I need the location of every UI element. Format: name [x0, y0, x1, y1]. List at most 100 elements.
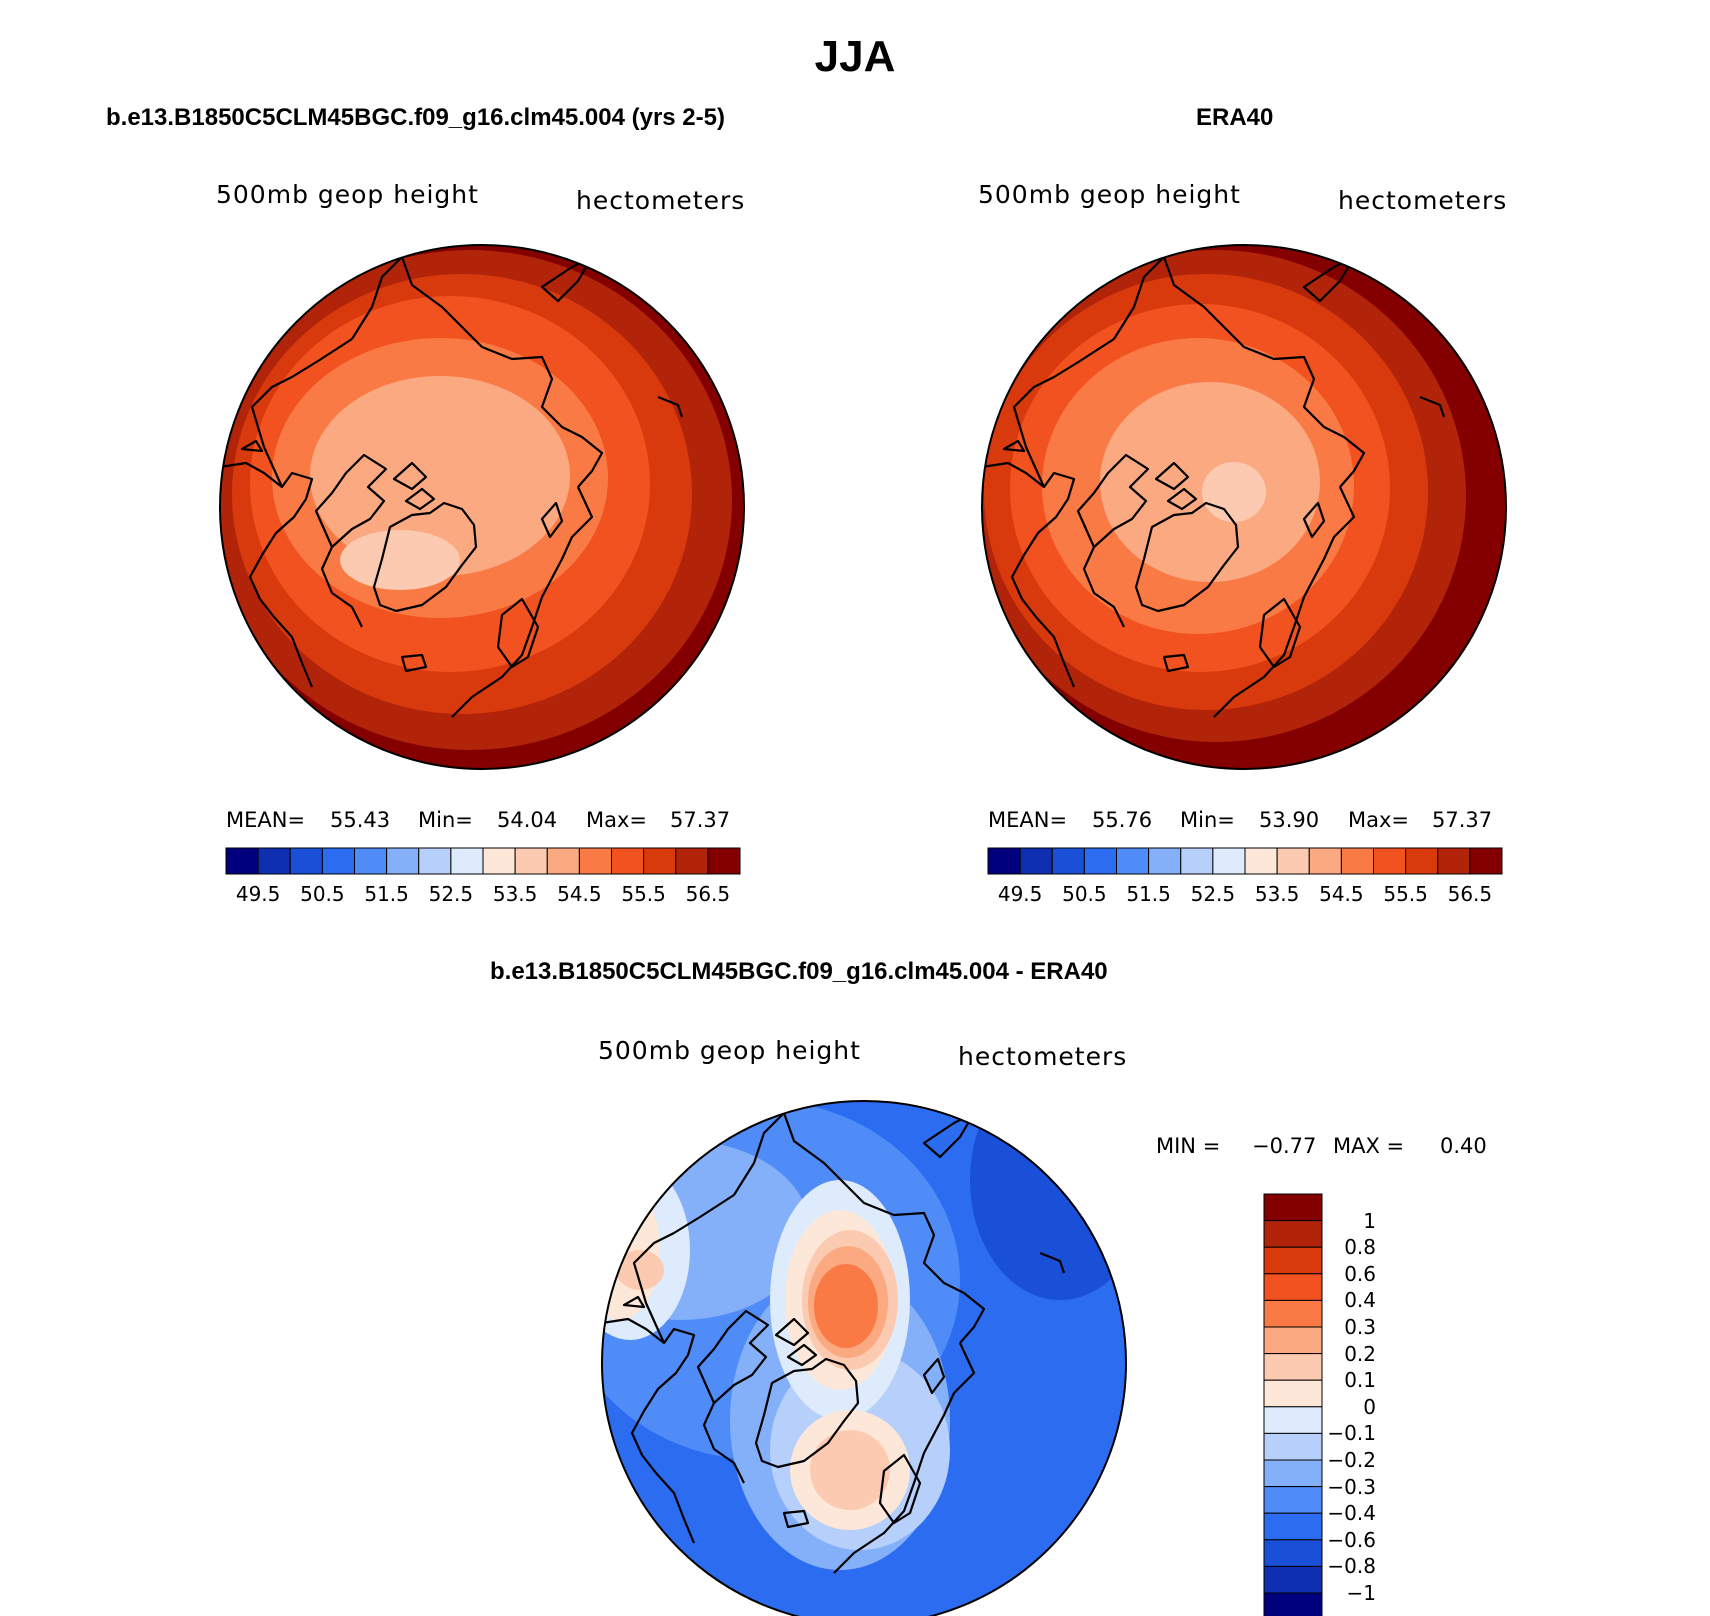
model-colorbar [225, 847, 741, 875]
model-colorbar-swatch [611, 847, 645, 875]
difference-colorbar-tick-label: −0.4 [1327, 1501, 1376, 1526]
model-colorbar-swatch [643, 847, 677, 875]
obs-colorbar-tick-label: 55.5 [1383, 882, 1428, 906]
difference-colorbar-tick-label: −0.8 [1327, 1554, 1376, 1579]
difference-colorbar-swatch [1263, 1565, 1323, 1594]
obs-min-value: 53.90 [1259, 808, 1320, 832]
model-mean-label: MEAN= [226, 808, 306, 832]
model-colorbar-tick-label: 49.5 [235, 882, 281, 906]
obs-colorbar-swatch [1437, 847, 1471, 875]
obs-colorbar-swatch [1308, 847, 1342, 875]
obs-colorbar-swatch [1405, 847, 1439, 875]
model-colorbar-tick-label: 51.5 [364, 882, 409, 906]
model-colorbar-swatch [289, 847, 323, 875]
model-colorbar-tick-label: 56.5 [685, 882, 731, 906]
difference-colorbar-swatch [1263, 1512, 1323, 1541]
difference-colorbar-swatch [1263, 1353, 1323, 1381]
difference-map [602, 1101, 1126, 1616]
model-min-label: Min= [418, 808, 473, 832]
obs-colorbar-swatch [1212, 847, 1246, 875]
difference-colorbar-swatch [1263, 1299, 1323, 1328]
model-colorbar-swatch [707, 847, 741, 875]
model-colorbar-swatch [514, 847, 548, 875]
model-min-value: 54.04 [497, 808, 558, 832]
difference-colorbar-tick-label: −0.6 [1327, 1527, 1376, 1552]
difference-colorbar-swatch [1263, 1406, 1323, 1434]
model-field-label: 500mb geop height [216, 180, 479, 209]
obs-map [982, 245, 1506, 769]
model-colorbar-swatch [675, 847, 709, 875]
difference-colorbar [1263, 1193, 1323, 1616]
difference-colorbar-tick-label: 0 [1363, 1394, 1376, 1419]
obs-colorbar-tick-label: 51.5 [1126, 882, 1171, 906]
model-colorbar-swatch [225, 847, 259, 875]
difference-colorbar-swatch [1263, 1539, 1323, 1567]
difference-colorbar-tick-label: 1 [1363, 1208, 1376, 1233]
obs-colorbar-swatch [1083, 847, 1117, 875]
difference-colorbar-swatch [1263, 1486, 1323, 1514]
obs-min-label: Min= [1180, 808, 1235, 832]
obs-colorbar-swatch [1373, 847, 1407, 875]
obs-colorbar-tick-label: 49.5 [997, 882, 1043, 906]
obs-colorbar-swatch [1180, 847, 1214, 875]
difference-colorbar-swatch [1263, 1379, 1323, 1408]
diff-panel-title: b.e13.B1850C5CLM45BGC.f09_g16.clm45.004 … [490, 958, 1108, 985]
obs-colorbar-swatch [1148, 847, 1182, 875]
difference-colorbar-swatch [1263, 1273, 1323, 1301]
model-max-value: 57.37 [670, 808, 731, 832]
obs-max-value: 57.37 [1432, 808, 1493, 832]
diff-field-label: 500mb geop height [598, 1036, 861, 1065]
obs-mean-value: 55.76 [1092, 808, 1153, 832]
obs-colorbar-swatch [1244, 847, 1278, 875]
model-colorbar-swatch [450, 847, 484, 875]
obs-colorbar-tick-label: 53.5 [1254, 882, 1300, 906]
obs-colorbar [987, 847, 1503, 875]
model-max-label: Max= [586, 808, 648, 832]
model-colorbar-tick-label: 50.5 [300, 882, 345, 906]
obs-panel-title: ERA40 [1196, 104, 1274, 131]
obs-colorbar-tick-label: 50.5 [1062, 882, 1107, 906]
difference-colorbar-tick-label: 0.4 [1344, 1288, 1376, 1313]
difference-colorbar-tick-label: −0.1 [1327, 1421, 1376, 1446]
difference-colorbar-swatch [1263, 1246, 1323, 1275]
obs-colorbar-tick-label: 56.5 [1447, 882, 1493, 906]
obs-colorbar-swatch [987, 847, 1021, 875]
model-mean-value: 55.43 [330, 808, 391, 832]
model-colorbar-tick-label: 53.5 [492, 882, 538, 906]
diff-units-label: hectometers [958, 1042, 1128, 1071]
model-colorbar-swatch [418, 847, 452, 875]
diff-min-label: MIN = [1156, 1134, 1221, 1158]
model-colorbar-swatch [546, 847, 580, 875]
difference-colorbar-tick-label: 0.3 [1344, 1315, 1376, 1339]
model-colorbar-swatch [257, 847, 291, 875]
diff-max-value: 0.40 [1440, 1134, 1487, 1158]
obs-colorbar-swatch [1116, 847, 1150, 875]
difference-colorbar-swatch [1263, 1592, 1323, 1616]
difference-colorbar-swatch [1263, 1432, 1323, 1461]
obs-colorbar-tick-label: 54.5 [1319, 882, 1364, 906]
difference-colorbar-tick-label: 0.2 [1344, 1341, 1376, 1366]
difference-colorbar-tick-label: 0.1 [1344, 1368, 1376, 1393]
difference-colorbar-tick-label: −1 [1346, 1581, 1376, 1605]
model-colorbar-swatch [386, 847, 420, 875]
model-map [220, 245, 744, 769]
figure-title: JJA [814, 32, 896, 81]
model-colorbar-tick-label: 54.5 [557, 882, 602, 906]
obs-colorbar-swatch [1276, 847, 1310, 875]
obs-colorbar-swatch [1051, 847, 1085, 875]
difference-colorbar-swatch [1263, 1326, 1323, 1355]
obs-units-label: hectometers [1338, 186, 1508, 215]
model-colorbar-swatch [482, 847, 516, 875]
model-colorbar-tick-label: 52.5 [428, 882, 474, 906]
obs-colorbar-swatch [1340, 847, 1374, 875]
difference-colorbar-tick-label: 0.8 [1344, 1235, 1376, 1260]
difference-colorbar-tick-label: −0.3 [1327, 1474, 1376, 1499]
diff-max-label: MAX = [1333, 1134, 1405, 1158]
obs-colorbar-swatch [1469, 847, 1503, 875]
obs-field-label: 500mb geop height [978, 180, 1241, 209]
model-colorbar-swatch [578, 847, 612, 875]
obs-colorbar-swatch [1019, 847, 1053, 875]
model-colorbar-swatch [321, 847, 355, 875]
obs-max-label: Max= [1348, 808, 1410, 832]
